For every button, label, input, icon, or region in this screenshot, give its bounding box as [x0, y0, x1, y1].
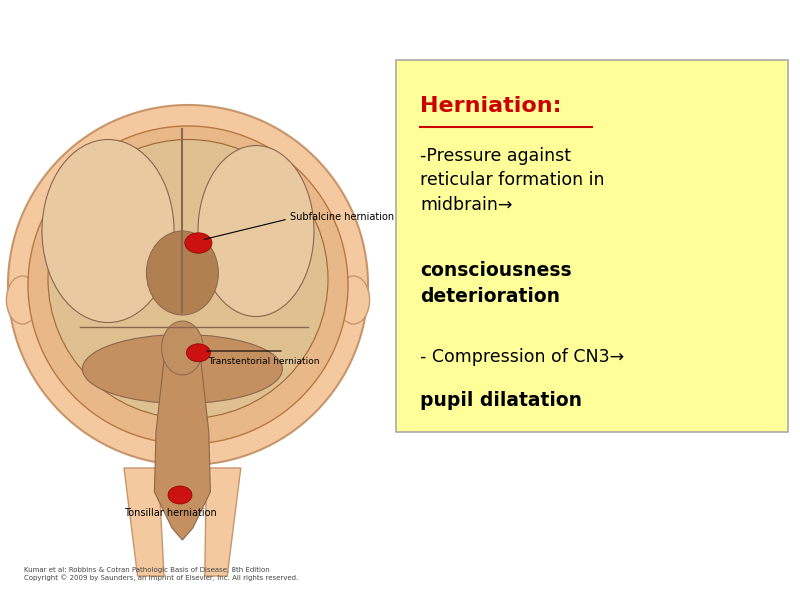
Ellipse shape — [146, 231, 218, 315]
Ellipse shape — [162, 321, 203, 375]
Text: - Compression of CN3→: - Compression of CN3→ — [420, 348, 624, 366]
Text: pupil dilatation: pupil dilatation — [420, 391, 582, 410]
Polygon shape — [124, 468, 164, 576]
Ellipse shape — [198, 145, 314, 317]
Text: Transtentorial herniation: Transtentorial herniation — [208, 356, 319, 365]
Text: Subfalcine herniation: Subfalcine herniation — [290, 212, 394, 222]
Circle shape — [186, 344, 210, 362]
Text: Herniation:: Herniation: — [420, 96, 562, 116]
Ellipse shape — [82, 335, 282, 403]
Text: Kumar et al: Robbins & Cotran Pathologic Basis of Disease, 8th Edition
Copyright: Kumar et al: Robbins & Cotran Pathologic… — [24, 567, 298, 581]
Ellipse shape — [6, 276, 38, 324]
Polygon shape — [205, 468, 241, 576]
Ellipse shape — [42, 139, 174, 323]
Text: consciousness
deterioration: consciousness deterioration — [420, 261, 572, 306]
Ellipse shape — [48, 139, 328, 419]
Text: -Pressure against
reticular formation in
midbrain→: -Pressure against reticular formation in… — [420, 147, 605, 214]
Circle shape — [185, 233, 212, 253]
Polygon shape — [154, 360, 210, 540]
Ellipse shape — [338, 276, 370, 324]
Ellipse shape — [28, 126, 348, 444]
Circle shape — [168, 486, 192, 504]
FancyBboxPatch shape — [396, 60, 788, 432]
Ellipse shape — [8, 105, 368, 465]
Text: Tonsillar herniation: Tonsillar herniation — [124, 508, 217, 518]
